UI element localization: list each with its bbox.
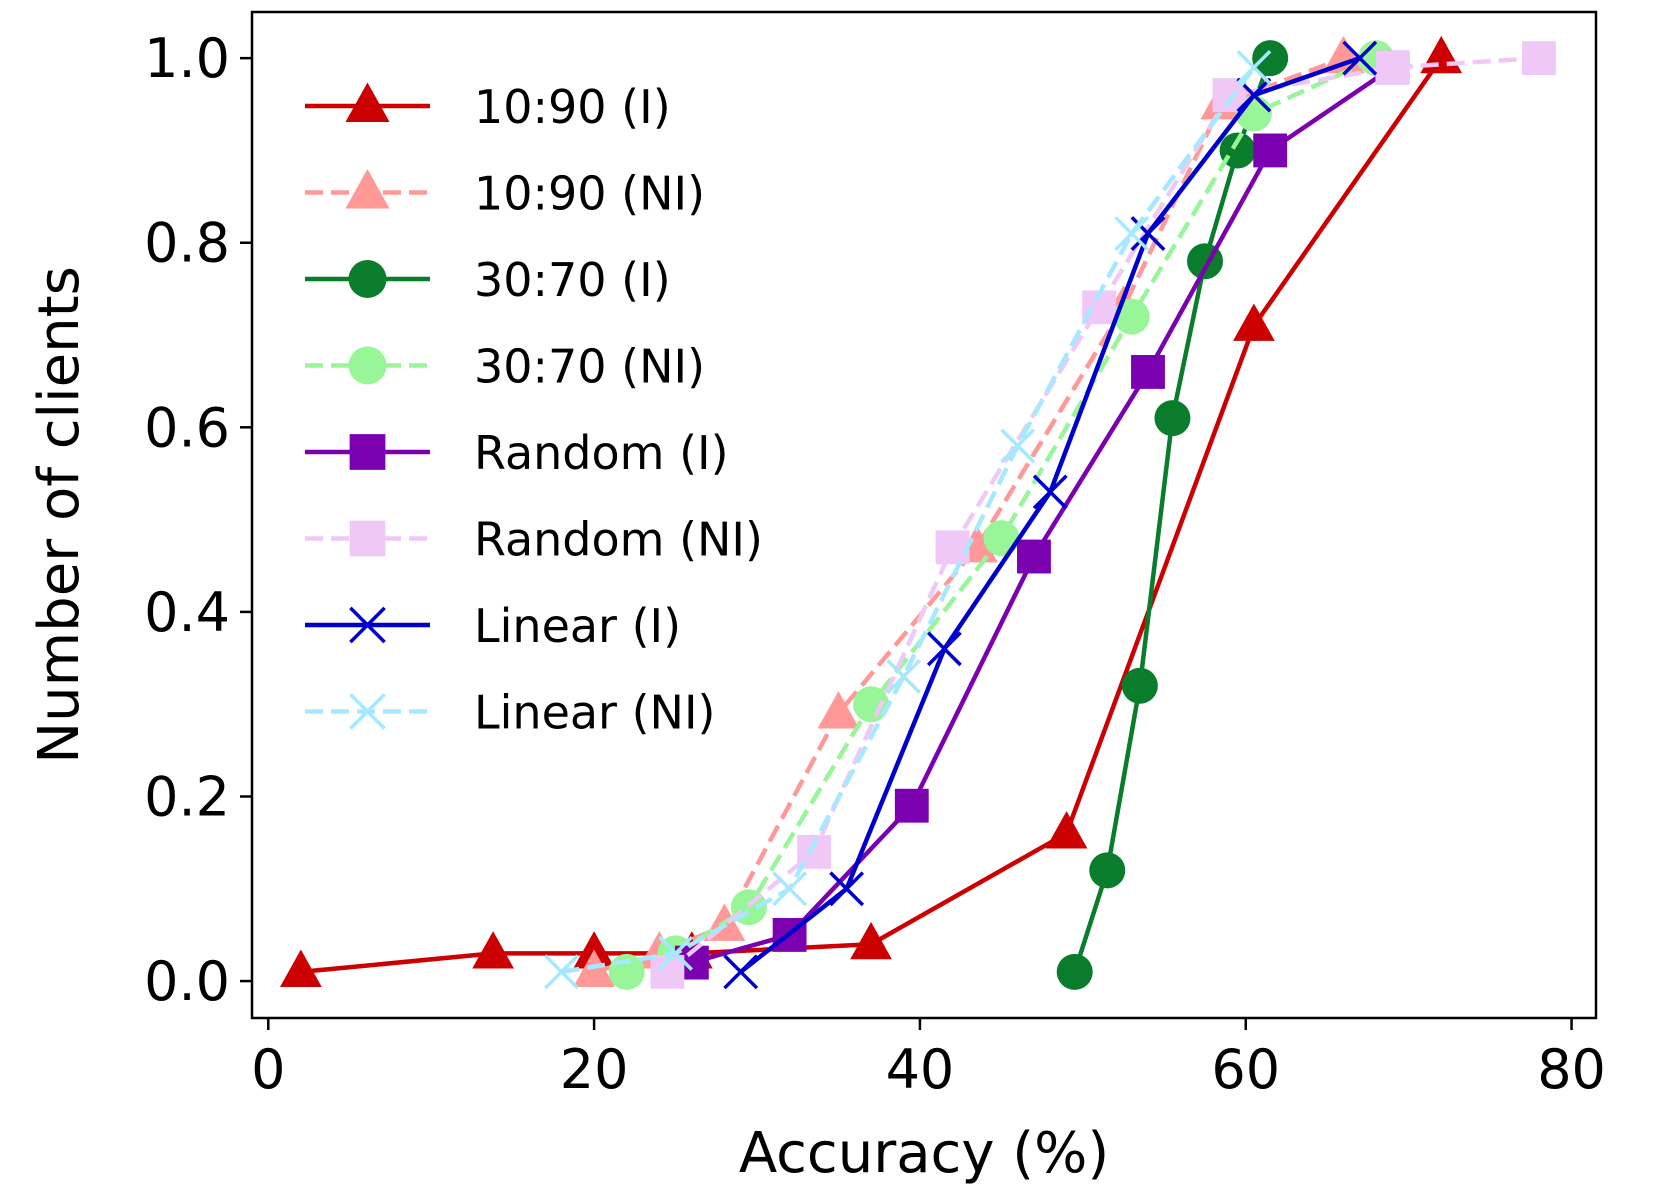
series-linear-i — [723, 40, 1378, 990]
data-point — [1000, 428, 1036, 464]
x-stroke — [1114, 216, 1150, 251]
x-axis-label: Accuracy (%) — [739, 1121, 1109, 1186]
y-axis-label: Number of clients — [27, 266, 92, 764]
legend-entry: Random (I) — [305, 426, 729, 480]
x-stroke — [544, 954, 579, 990]
x-stroke — [658, 935, 694, 971]
data-point — [1113, 298, 1150, 335]
y-tick-label: 0.8 — [144, 212, 230, 275]
legend-entry: Random (NI) — [305, 513, 763, 567]
data-point — [1056, 953, 1093, 990]
data-point — [1121, 667, 1158, 704]
legend-entry: 30:70 (I) — [305, 253, 671, 307]
data-point — [1253, 133, 1288, 168]
legend-marker — [349, 693, 386, 730]
data-point — [983, 520, 1020, 557]
data-point — [723, 954, 759, 990]
y-tick-label: 0.6 — [144, 396, 230, 459]
x-stroke — [886, 659, 922, 694]
legend-marker — [348, 346, 387, 385]
x-stroke — [1236, 49, 1272, 85]
data-point — [1045, 811, 1088, 849]
x-stroke — [1130, 216, 1166, 251]
y-tick-label: 0.2 — [144, 765, 230, 828]
data-point — [1233, 303, 1275, 341]
data-point — [1522, 41, 1556, 76]
legend-label: Random (NI) — [474, 513, 763, 567]
legend-label: 10:90 (I) — [474, 80, 671, 134]
data-point — [1375, 50, 1410, 85]
legend-label: 30:70 (I) — [474, 253, 671, 307]
data-point — [772, 871, 808, 907]
data-point — [935, 530, 970, 565]
x-stroke — [1000, 428, 1036, 464]
x-stroke — [1032, 474, 1068, 510]
x-tick-label: 40 — [886, 1038, 955, 1101]
x-tick-label: 20 — [560, 1038, 629, 1101]
data-point — [279, 949, 322, 987]
data-point — [1252, 40, 1289, 77]
legend-entry: Linear (NI) — [305, 686, 715, 740]
data-point — [1131, 355, 1165, 389]
legend-label: Linear (I) — [474, 599, 681, 653]
data-point — [817, 691, 860, 729]
data-point — [1154, 400, 1191, 437]
x-stroke — [829, 871, 865, 907]
legend-label: Random (I) — [474, 426, 729, 480]
legend-marker — [349, 606, 386, 644]
legend-entry: Linear (I) — [305, 599, 681, 653]
data-point — [472, 931, 514, 969]
x-stroke — [926, 631, 962, 667]
data-point — [894, 788, 929, 823]
data-point — [544, 954, 579, 990]
data-point — [1032, 474, 1068, 510]
data-point — [1236, 49, 1272, 85]
legend-marker — [345, 82, 390, 122]
legend-marker — [348, 260, 387, 298]
data-point — [1089, 852, 1126, 889]
axes: 0 20 40 60 80 0.0 0.2 0.4 0.6 0.8 1.0 Accuracy (%) N… — [27, 10, 1606, 1186]
y-tick-label: 1.0 — [144, 27, 230, 90]
x-stroke — [723, 954, 759, 990]
x-tick-label: 80 — [1537, 1038, 1606, 1101]
legend-marker — [345, 168, 390, 209]
series-linear-ni — [544, 49, 1272, 990]
data-point — [1114, 216, 1150, 251]
data-point — [1017, 539, 1051, 574]
legend-marker — [349, 520, 386, 557]
legend-label: 30:70 (NI) — [474, 340, 705, 394]
data-point — [658, 935, 694, 971]
x-stroke — [772, 871, 808, 907]
data-point — [1342, 40, 1378, 76]
x-stroke — [349, 693, 386, 730]
legend-entry: 30:70 (NI) — [305, 340, 705, 394]
data-point — [829, 871, 865, 907]
data-point — [886, 659, 922, 694]
legend-label: Linear (NI) — [474, 686, 715, 740]
legend-entry: 10:90 (I) — [305, 80, 671, 134]
plot-frame — [250, 10, 1598, 1020]
y-tick-label: 0.4 — [144, 581, 230, 644]
legend-label: 10:90 (NI) — [474, 167, 705, 221]
data-point — [926, 631, 962, 667]
x-stroke — [1236, 77, 1272, 113]
plot-series — [279, 35, 1556, 990]
data-point — [850, 921, 892, 960]
data-point — [853, 686, 890, 723]
y-tick-label: 0.0 — [144, 950, 230, 1013]
x-stroke — [349, 606, 386, 644]
legend: 10:90 (I) 10:90 (NI) 30:70 (I) 30:70 (NI) Ra… — [305, 80, 763, 740]
legend-marker — [349, 434, 386, 470]
x-tick-label: 0 — [251, 1038, 285, 1101]
legend-entry: 10:90 (NI) — [305, 167, 705, 221]
x-stroke — [1342, 40, 1378, 76]
x-tick-label: 60 — [1211, 1038, 1280, 1101]
